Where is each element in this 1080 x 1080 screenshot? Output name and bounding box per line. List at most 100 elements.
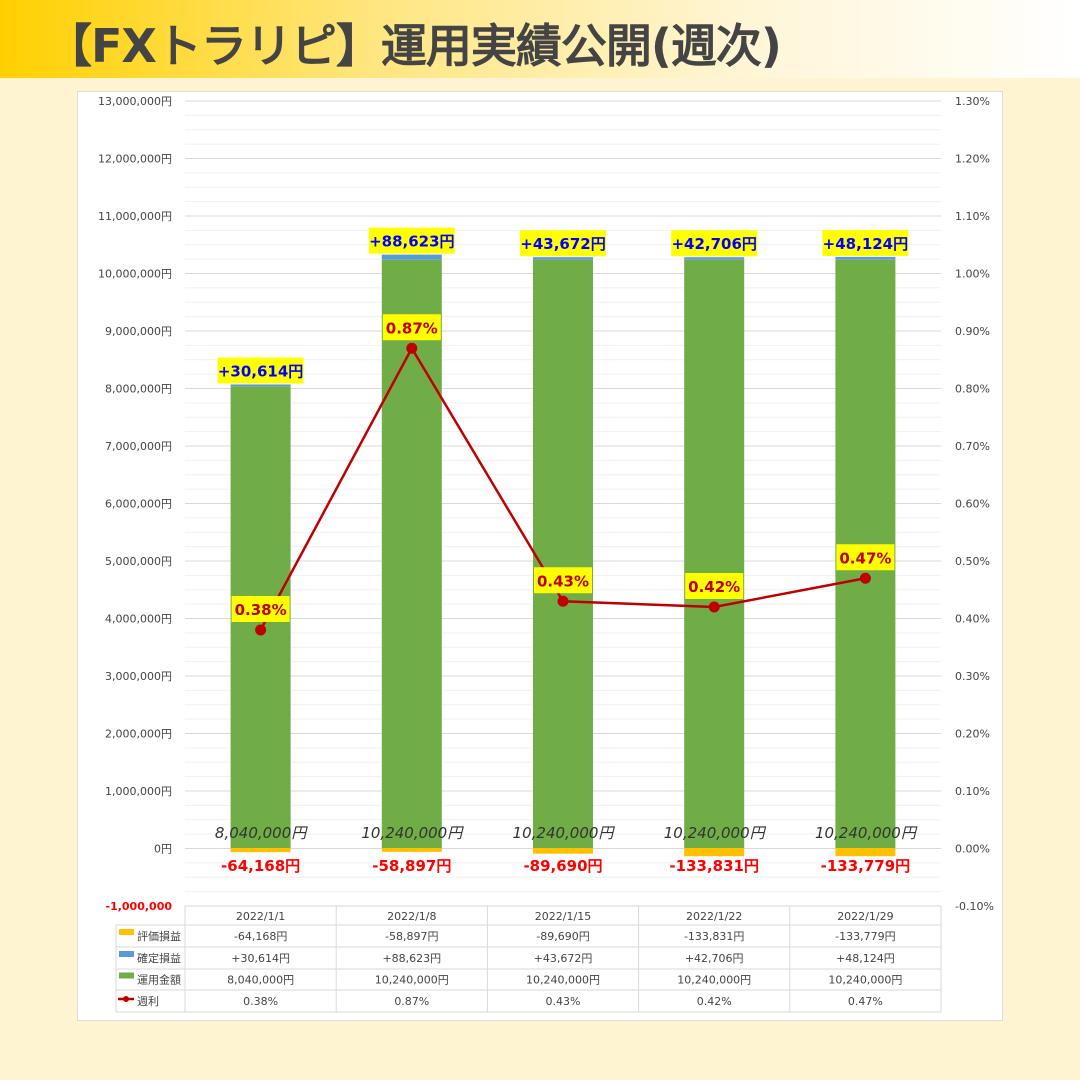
weekly-return-label: 0.43% (537, 572, 589, 590)
right-axis-tick-label: 0.70% (955, 440, 990, 453)
left-axis-tick-label: 8,000,000円 (105, 383, 172, 396)
left-axis-tick-label: 7,000,000円 (105, 440, 172, 453)
left-axis-tick-label: 0円 (154, 843, 172, 856)
left-axis-tick-label: 1,000,000円 (105, 785, 172, 798)
unrealized-pl-label: -64,168円 (221, 857, 300, 875)
table-cell: 10,240,000円 (526, 974, 600, 987)
weekly-return-label: 0.42% (688, 578, 740, 596)
legend-swatch-icon (119, 972, 134, 979)
right-axis-tick-label: 0.20% (955, 728, 990, 741)
investment-amount-label: 10,240,000円 (513, 824, 616, 842)
right-axis-tick-label: 0.50% (955, 555, 990, 568)
unrealized-pl-label: -89,690円 (523, 857, 602, 875)
table-cell: +42,706円 (685, 952, 744, 965)
investment-amount-label: 10,240,000円 (664, 824, 767, 842)
unrealized-pl-bar (381, 848, 442, 852)
right-axis-tick-label: 0.00% (955, 843, 990, 856)
table-date-header: 2022/1/15 (535, 910, 591, 923)
weekly-return-label-bg (534, 567, 592, 594)
weekly-return-label-bg (836, 544, 895, 571)
realized-pl-label-bg (520, 230, 606, 257)
realized-pl-bar (684, 257, 745, 260)
right-axis-tick-label: 0.40% (955, 613, 990, 626)
legend-marker-icon (123, 996, 129, 1002)
weekly-return-point (557, 595, 569, 607)
table-cell: 0.47% (848, 995, 883, 1008)
table-cell: 10,240,000円 (677, 974, 751, 987)
table-cell: 8,040,000円 (227, 974, 294, 987)
table-date-header: 2022/1/1 (236, 910, 285, 923)
realized-pl-bar (533, 257, 593, 260)
unrealized-pl-label: -58,897円 (372, 857, 451, 875)
weekly-return-point (708, 601, 720, 613)
weekly-return-label: 0.87% (386, 319, 438, 337)
unrealized-pl-bar (835, 848, 896, 857)
realized-pl-label-bg (671, 230, 758, 257)
table-cell: 0.38% (243, 995, 278, 1008)
investment-amount-label: 10,240,000円 (361, 824, 464, 842)
page-title: 【FXトラリピ】運用実績公開(週次) (46, 19, 782, 73)
investment-amount-label: 10,240,000円 (815, 824, 918, 842)
table-cell: +43,672円 (534, 952, 593, 965)
table-cell: -133,831円 (684, 930, 744, 943)
left-axis-tick-label: -1,000,000 (106, 900, 173, 913)
right-axis-tick-label: 0.90% (955, 325, 990, 338)
left-axis-tick-label: 9,000,000円 (105, 325, 172, 338)
table-cell: 0.87% (394, 995, 429, 1008)
table-cell: 0.42% (697, 995, 732, 1008)
left-axis-tick-label: 10,000,000円 (98, 268, 172, 281)
legend-label: 週利 (137, 995, 159, 1008)
left-axis-tick-label: 2,000,000円 (105, 728, 172, 741)
investment-amount-bar (684, 259, 745, 848)
table-cell: -58,897円 (385, 930, 438, 943)
table-cell: -133,779円 (835, 930, 895, 943)
investment-amount-bar (381, 259, 442, 848)
investment-amount-label: 8,040,000円 (215, 824, 308, 842)
realized-pl-label-bg (217, 357, 304, 384)
investment-amount-bar (533, 259, 593, 848)
left-axis-tick-label: 6,000,000円 (105, 498, 172, 511)
realized-pl-label: +30,614円 (218, 362, 303, 380)
right-axis-tick-label: 0.60% (955, 498, 990, 511)
table-cell: +88,623円 (382, 952, 441, 965)
table-date-header: 2022/1/8 (387, 910, 436, 923)
table-date-header: 2022/1/29 (837, 910, 893, 923)
table-cell: 0.43% (546, 995, 581, 1008)
title-banner: 【FXトラリピ】運用実績公開(週次) (0, 0, 1080, 78)
weekly-return-label-bg (685, 573, 744, 599)
realized-pl-label: +88,623円 (369, 233, 454, 251)
left-axis-tick-label: 3,000,000円 (105, 670, 172, 683)
right-axis-tick-label: 0.10% (955, 785, 990, 798)
weekly-return-label: 0.38% (235, 601, 287, 619)
weekly-return-point (859, 572, 871, 584)
realized-pl-label: +48,124円 (823, 235, 908, 253)
realized-pl-label: +42,706円 (671, 235, 756, 253)
legend-label: 運用金額 (137, 973, 181, 987)
left-axis-tick-label: 4,000,000円 (105, 613, 172, 626)
legend-swatch-icon (119, 951, 134, 957)
right-axis-tick-label: 1.20% (955, 153, 990, 166)
weekly-return-label-bg (382, 314, 441, 341)
legend-swatch-icon (119, 929, 134, 935)
realized-pl-label: +43,672円 (520, 235, 605, 253)
unrealized-pl-bar (230, 848, 291, 853)
legend-label: 評価損益 (137, 929, 181, 943)
weekly-return-point (255, 624, 267, 636)
right-axis-tick-label: 0.30% (955, 670, 990, 683)
left-axis-tick-label: 11,000,000円 (98, 210, 172, 223)
unrealized-pl-label: -133,831円 (669, 857, 759, 875)
table-cell: +30,614円 (231, 952, 290, 965)
left-axis-tick-label: 12,000,000円 (98, 153, 172, 166)
table-cell: -89,690円 (536, 930, 589, 943)
table-cell: 10,240,000円 (828, 974, 902, 987)
right-axis-tick-label: 1.30% (955, 95, 990, 108)
right-axis-tick-label: 1.10% (955, 210, 990, 223)
table-cell: 10,240,000円 (375, 974, 449, 987)
left-axis-tick-label: 5,000,000円 (105, 555, 172, 568)
realized-pl-label-bg (368, 227, 455, 254)
right-axis-tick-label: -0.10% (955, 900, 994, 913)
weekly-return-label: 0.47% (839, 549, 891, 567)
right-axis-tick-label: 1.00% (955, 268, 990, 281)
unrealized-pl-bar (684, 848, 745, 857)
